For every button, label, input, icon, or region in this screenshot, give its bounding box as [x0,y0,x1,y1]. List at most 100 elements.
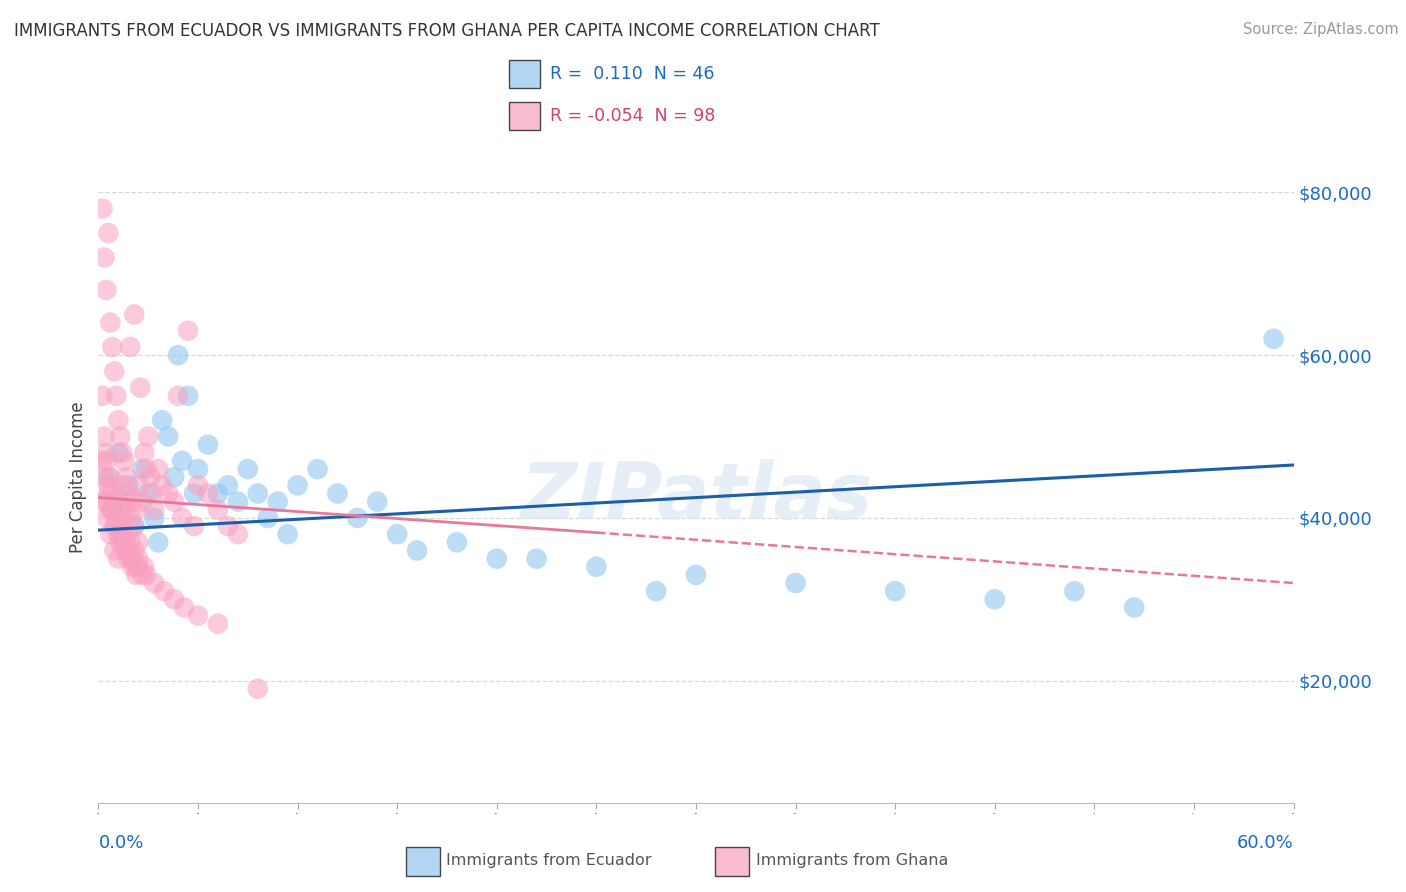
Point [107,551,129,566]
Point [197,438,219,452]
Point [172,454,194,468]
Point [685,568,707,582]
Point [446,535,468,549]
Point [127,478,149,492]
Point [110,527,132,541]
Point [93,251,115,265]
Point [107,446,129,460]
Point [136,486,159,500]
Point [134,446,156,460]
Point [134,559,156,574]
Point [256,511,278,525]
Point [98,316,122,330]
Text: Immigrants from Ghana: Immigrants from Ghana [755,854,948,868]
Point [111,446,134,460]
Point [157,486,180,500]
Point [346,511,368,525]
Text: 0.0%: 0.0% [98,834,143,852]
Point [115,494,138,508]
Point [121,551,143,566]
Point [207,616,229,631]
Point [307,462,329,476]
Point [246,681,269,696]
Point [93,470,115,484]
Point [267,494,290,508]
Point [117,543,139,558]
Point [183,486,205,500]
Point [139,470,162,484]
Point [127,535,149,549]
Point [117,486,139,500]
Point [153,584,176,599]
Text: IMMIGRANTS FROM ECUADOR VS IMMIGRANTS FROM GHANA PER CAPITA INCOME CORRELATION C: IMMIGRANTS FROM ECUADOR VS IMMIGRANTS FR… [14,22,880,40]
Point [163,592,186,607]
Point [107,413,129,427]
Point [124,519,146,533]
Point [125,503,148,517]
Point [217,519,239,533]
Point [163,470,186,484]
Point [150,413,173,427]
Point [645,584,668,599]
Point [148,462,170,476]
Text: R = -0.054  N = 98: R = -0.054 N = 98 [550,106,716,125]
Point [236,462,259,476]
Point [103,519,125,533]
FancyBboxPatch shape [406,847,440,876]
Point [135,462,157,476]
Point [120,535,142,549]
Point [197,486,219,500]
Point [91,202,114,216]
Point [117,478,139,492]
Point [120,511,142,525]
Point [366,494,388,508]
Point [112,454,135,468]
Point [97,478,120,492]
Point [107,503,129,517]
Point [111,511,134,525]
Text: ZIPatlas: ZIPatlas [520,458,872,535]
Point [124,543,146,558]
Point [91,454,114,468]
Point [207,486,229,500]
Point [226,494,249,508]
Text: 60.0%: 60.0% [1237,834,1294,852]
Point [115,543,138,558]
Point [125,568,148,582]
Point [105,511,128,525]
Point [172,511,194,525]
Point [207,503,229,517]
Point [135,568,157,582]
Point [131,568,153,582]
Point [785,576,807,591]
Point [97,226,120,240]
Point [1063,584,1085,599]
Point [131,462,153,476]
Text: Immigrants from Ecuador: Immigrants from Ecuador [446,854,652,868]
Point [177,324,200,338]
Point [98,503,122,517]
Point [101,503,124,517]
Point [187,462,209,476]
Text: R =  0.110  N = 46: R = 0.110 N = 46 [550,65,714,84]
Point [129,381,152,395]
Point [121,559,143,574]
Point [98,527,122,541]
Point [96,511,118,525]
Point [117,551,139,566]
Point [183,519,205,533]
Point [115,527,138,541]
Y-axis label: Per Capita Income: Per Capita Income [69,401,87,553]
Point [226,527,249,541]
Point [125,559,148,574]
Point [143,503,166,517]
Point [167,348,190,362]
Point [111,503,134,517]
Point [136,429,159,443]
Point [187,478,209,492]
FancyBboxPatch shape [509,102,540,129]
Point [485,551,508,566]
Point [127,551,149,566]
Point [150,478,173,492]
Point [1263,332,1285,346]
